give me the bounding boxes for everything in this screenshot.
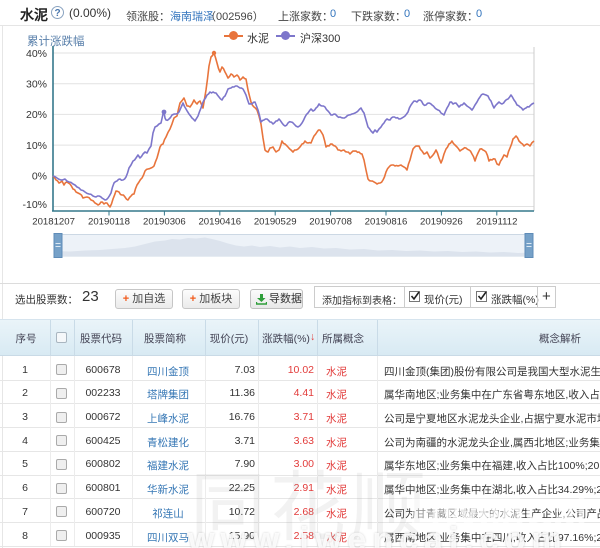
svg-text:20181207: 20181207 <box>32 217 75 228</box>
svg-text:20%: 20% <box>26 109 47 121</box>
svg-text:20190708: 20190708 <box>309 217 352 228</box>
svg-text:30%: 30% <box>26 79 47 91</box>
svg-text:20190306: 20190306 <box>143 217 186 228</box>
svg-text:20190816: 20190816 <box>365 217 408 228</box>
svg-text:20191112: 20191112 <box>476 217 517 228</box>
svg-text:-10%: -10% <box>22 199 47 211</box>
svg-text:20190926: 20190926 <box>420 217 463 228</box>
svg-text:20190118: 20190118 <box>88 217 130 228</box>
svg-text:0%: 0% <box>32 171 47 183</box>
svg-text:20190416: 20190416 <box>198 217 241 228</box>
svg-text:40%: 40% <box>26 48 47 60</box>
svg-text:10%: 10% <box>26 140 47 152</box>
svg-text:20190529: 20190529 <box>254 217 297 228</box>
